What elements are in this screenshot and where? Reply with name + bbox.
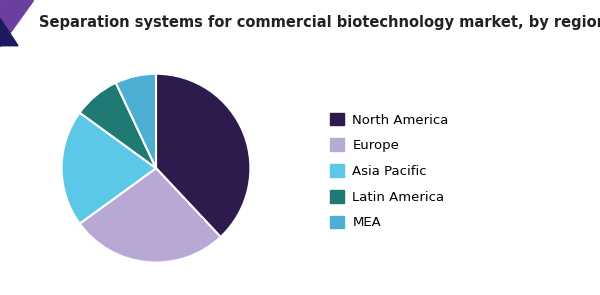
Wedge shape <box>156 74 250 237</box>
Wedge shape <box>116 74 156 168</box>
Text: Separation systems for commercial biotechnology market, by region, 2016 (%): Separation systems for commercial biotec… <box>39 15 600 30</box>
Wedge shape <box>62 113 156 224</box>
Legend: North America, Europe, Asia Pacific, Latin America, MEA: North America, Europe, Asia Pacific, Lat… <box>325 107 454 235</box>
Wedge shape <box>80 83 156 168</box>
Polygon shape <box>0 18 18 46</box>
Polygon shape <box>0 0 33 46</box>
Wedge shape <box>80 168 221 263</box>
